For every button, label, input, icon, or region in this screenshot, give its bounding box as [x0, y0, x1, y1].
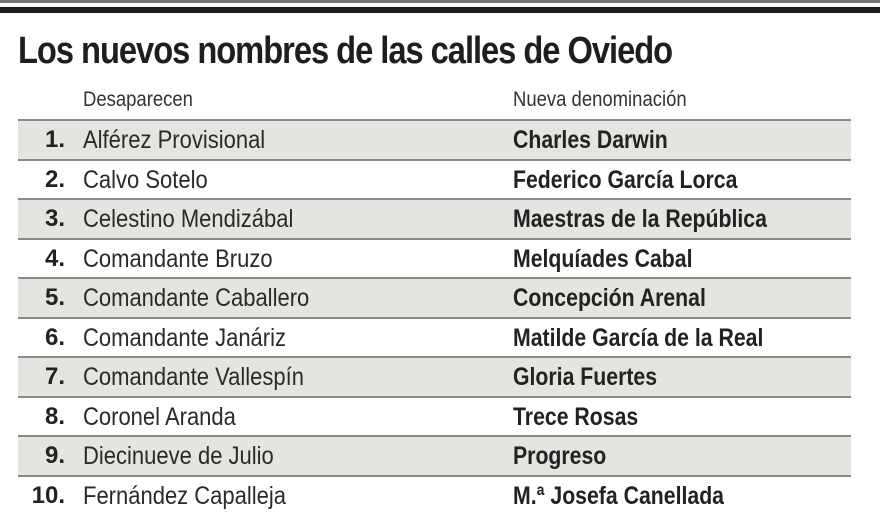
row-number: 10.	[32, 482, 65, 510]
table-row: 2. Calvo Sotelo Federico García Lorca	[18, 159, 851, 199]
new-street-name: Charles Darwin	[513, 126, 668, 155]
row-number: 5.	[45, 284, 65, 312]
row-number: 3.	[45, 205, 65, 233]
column-header-old: Desaparecen	[83, 88, 193, 112]
table-row: 9. Diecinueve de Julio Progreso	[18, 435, 851, 475]
new-street-name: Gloria Fuertes	[513, 363, 657, 392]
table-row: 1. Alférez Provisional Charles Darwin	[18, 119, 851, 159]
old-street-name: Comandante Caballero	[83, 284, 309, 313]
table-row: 5. Comandante Caballero Concepción Arenal	[18, 277, 851, 317]
row-number: 6.	[45, 324, 65, 352]
new-street-name: M.ª Josefa Canellada	[513, 482, 724, 511]
old-street-name: Diecinueve de Julio	[83, 442, 274, 471]
old-street-name: Fernández Capalleja	[83, 482, 286, 511]
old-street-name: Comandante Vallespín	[83, 363, 304, 392]
row-number: 1.	[45, 126, 65, 154]
row-number: 8.	[45, 403, 65, 431]
row-number: 2.	[45, 166, 65, 194]
table-row: 4. Comandante Bruzo Melquíades Cabal	[18, 238, 851, 278]
row-number: 4.	[45, 245, 65, 273]
table-row: 10. Fernández Capalleja M.ª Josefa Canella…	[18, 475, 851, 514]
street-names-table: 1. Alférez Provisional Charles Darwin 2. Cal…	[18, 119, 851, 514]
row-number: 9.	[45, 442, 65, 470]
old-street-name: Comandante Bruzo	[83, 245, 273, 274]
old-street-name: Alférez Provisional	[83, 126, 265, 155]
table-row: 7. Comandante Vallespín Gloria Fuertes	[18, 356, 851, 396]
new-street-name: Progreso	[513, 442, 606, 471]
new-street-name: Federico García Lorca	[513, 166, 737, 195]
old-street-name: Coronel Aranda	[83, 403, 236, 432]
table-row: 3. Celestino Mendizábal Maestras de la Rep…	[18, 198, 851, 238]
table-row: 8. Coronel Aranda Trece Rosas	[18, 396, 851, 436]
old-street-name: Calvo Sotelo	[83, 166, 208, 195]
new-street-name: Matilde García de la Real	[513, 324, 763, 353]
column-header-new: Nueva denominación	[513, 88, 687, 112]
top-rule-thin	[0, 0, 880, 3]
new-street-name: Concepción Arenal	[513, 284, 706, 313]
top-rule-thick	[0, 7, 880, 13]
page-title: Los nuevos nombres de las calles de Ovie…	[18, 30, 672, 73]
new-street-name: Trece Rosas	[513, 403, 638, 432]
new-street-name: Melquíades Cabal	[513, 245, 692, 274]
old-street-name: Comandante Janáriz	[83, 324, 286, 353]
table-row: 6. Comandante Janáriz Matilde García de la…	[18, 317, 851, 357]
new-street-name: Maestras de la República	[513, 205, 767, 234]
row-number: 7.	[45, 363, 65, 391]
old-street-name: Celestino Mendizábal	[83, 205, 293, 234]
